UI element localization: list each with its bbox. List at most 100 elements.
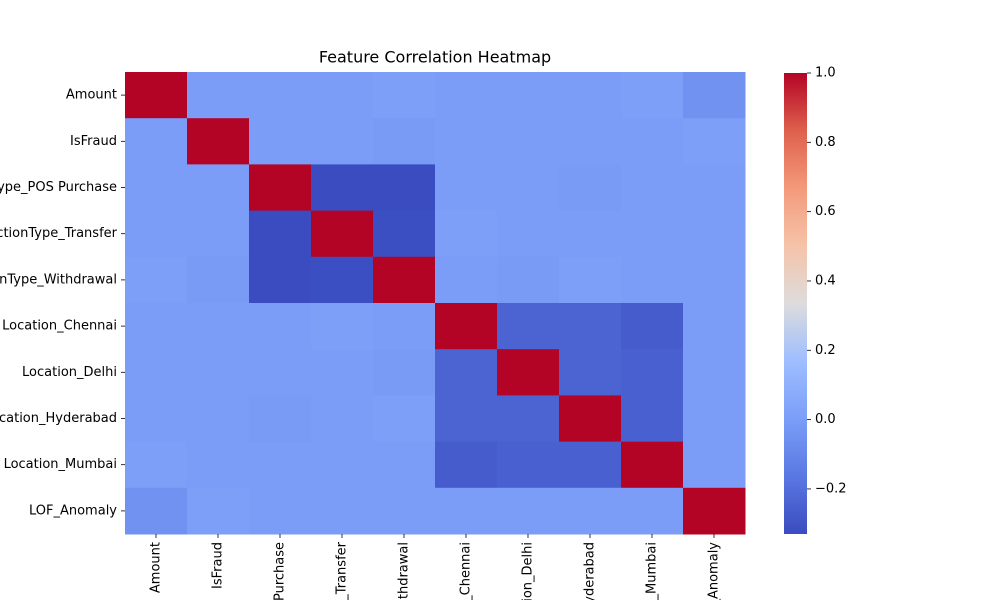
heatmap-cell — [621, 395, 684, 443]
heatmap-cell — [559, 395, 622, 443]
heatmap-cell — [435, 303, 498, 350]
heatmap-cell — [187, 118, 250, 165]
heatmap-cell — [621, 441, 684, 489]
heatmap-cell — [125, 256, 188, 304]
heatmap-cell — [559, 118, 622, 165]
x-tick-label: LOF_Anomaly — [707, 542, 722, 600]
heatmap-cell — [497, 164, 560, 212]
heatmap-cell — [683, 72, 746, 119]
colorbar-tick-label: 0.6 — [815, 204, 836, 219]
heatmap-cell — [497, 256, 560, 304]
heatmap-cell — [435, 72, 498, 119]
y-tick-label: TransactionType_Transfer — [0, 226, 118, 241]
heatmap-cell — [125, 349, 188, 396]
heatmap-cell — [497, 72, 560, 119]
heatmap-cell — [249, 349, 312, 396]
x-tick-label: Location_Delhi — [521, 542, 536, 600]
heatmap-cell — [621, 210, 684, 258]
heatmap-cell — [311, 487, 374, 535]
colorbar-tick-label: 0.0 — [815, 412, 836, 427]
heatmap-cell — [187, 441, 250, 489]
heatmap-cell — [311, 164, 374, 212]
heatmap-cell — [311, 72, 374, 119]
x-tick-label: TransactionType_Transfer — [335, 541, 350, 600]
y-tick-label: LOF_Anomaly — [29, 503, 117, 518]
heatmap-cell — [311, 395, 374, 443]
heatmap-cell — [249, 487, 312, 535]
heatmap-cell — [435, 210, 498, 258]
heatmap-cell — [683, 441, 746, 489]
y-tick-label: TransactionType_POS Purchase — [0, 180, 117, 195]
heatmap-cell — [249, 256, 312, 304]
heatmap-cell — [683, 303, 746, 350]
heatmap-cell — [683, 256, 746, 304]
x-tick-label: Amount — [149, 542, 164, 593]
y-tick-label: Location_Mumbai — [4, 457, 117, 472]
heatmap-cell — [249, 395, 312, 443]
chart-title: Feature Correlation Heatmap — [319, 48, 551, 67]
heatmap-cell — [559, 72, 622, 119]
heatmap-cell — [621, 164, 684, 212]
heatmap-cell — [311, 118, 374, 165]
heatmap-cell — [125, 395, 188, 443]
heatmap-cell — [435, 441, 498, 489]
heatmap-cell — [435, 487, 498, 535]
heatmap-cell — [621, 72, 684, 119]
heatmap-cell — [187, 256, 250, 304]
heatmap-cell — [311, 303, 374, 350]
heatmap-cell — [125, 441, 188, 489]
heatmap-cell — [373, 441, 436, 489]
heatmap-cell — [497, 487, 560, 535]
heatmap-cell — [559, 256, 622, 304]
heatmap-cell — [435, 118, 498, 165]
heatmap-cell — [683, 210, 746, 258]
heatmap-cell — [373, 349, 436, 396]
heatmap-cell — [559, 441, 622, 489]
colorbar-tick-label: 0.2 — [815, 343, 836, 358]
x-tick-label: Location_Hyderabad — [583, 542, 598, 600]
heatmap-cell — [311, 441, 374, 489]
y-tick-label: IsFraud — [70, 134, 117, 149]
colorbar-tick-label: 1.0 — [815, 66, 836, 81]
heatmap-cell — [559, 210, 622, 258]
heatmap-cell — [249, 164, 312, 212]
x-tick-label: IsFraud — [211, 542, 226, 589]
heatmap-cell — [435, 256, 498, 304]
heatmap-cell — [683, 487, 746, 535]
colorbar — [784, 73, 807, 534]
heatmap-cell — [373, 210, 436, 258]
x-tick-label: TransactionType_POS Purchase — [273, 542, 288, 600]
heatmap-cell — [125, 118, 188, 165]
heatmap-cell — [621, 349, 684, 396]
heatmap-cell — [435, 164, 498, 212]
heatmap-cell — [683, 164, 746, 212]
y-tick-label: Location_Hyderabad — [0, 411, 117, 426]
colorbar-tick-label: 0.8 — [815, 135, 836, 150]
heatmap-cell — [373, 72, 436, 119]
heatmap-cell — [621, 118, 684, 165]
heatmap-cell — [497, 303, 560, 350]
heatmap-cell — [125, 487, 188, 535]
heatmap-cell — [187, 303, 250, 350]
heatmap-cell — [621, 303, 684, 350]
heatmap-cell — [683, 395, 746, 443]
heatmap-cell — [497, 395, 560, 443]
heatmap-cell — [125, 72, 188, 119]
heatmap-cell — [187, 487, 250, 535]
heatmap-cell — [125, 164, 188, 212]
heatmap-cell — [373, 256, 436, 304]
heatmap-cell — [497, 210, 560, 258]
x-tick-label: Location_Mumbai — [645, 542, 660, 600]
y-tick-label: Location_Chennai — [2, 319, 117, 334]
heatmap-cell — [125, 210, 188, 258]
heatmap-cell — [683, 118, 746, 165]
y-tick-label: Location_Delhi — [22, 365, 117, 380]
heatmap-cell — [311, 256, 374, 304]
heatmap-cell — [435, 349, 498, 396]
heatmap-cell — [187, 164, 250, 212]
heatmap-cell — [373, 395, 436, 443]
heatmap-cell — [249, 441, 312, 489]
heatmap-cell — [249, 303, 312, 350]
